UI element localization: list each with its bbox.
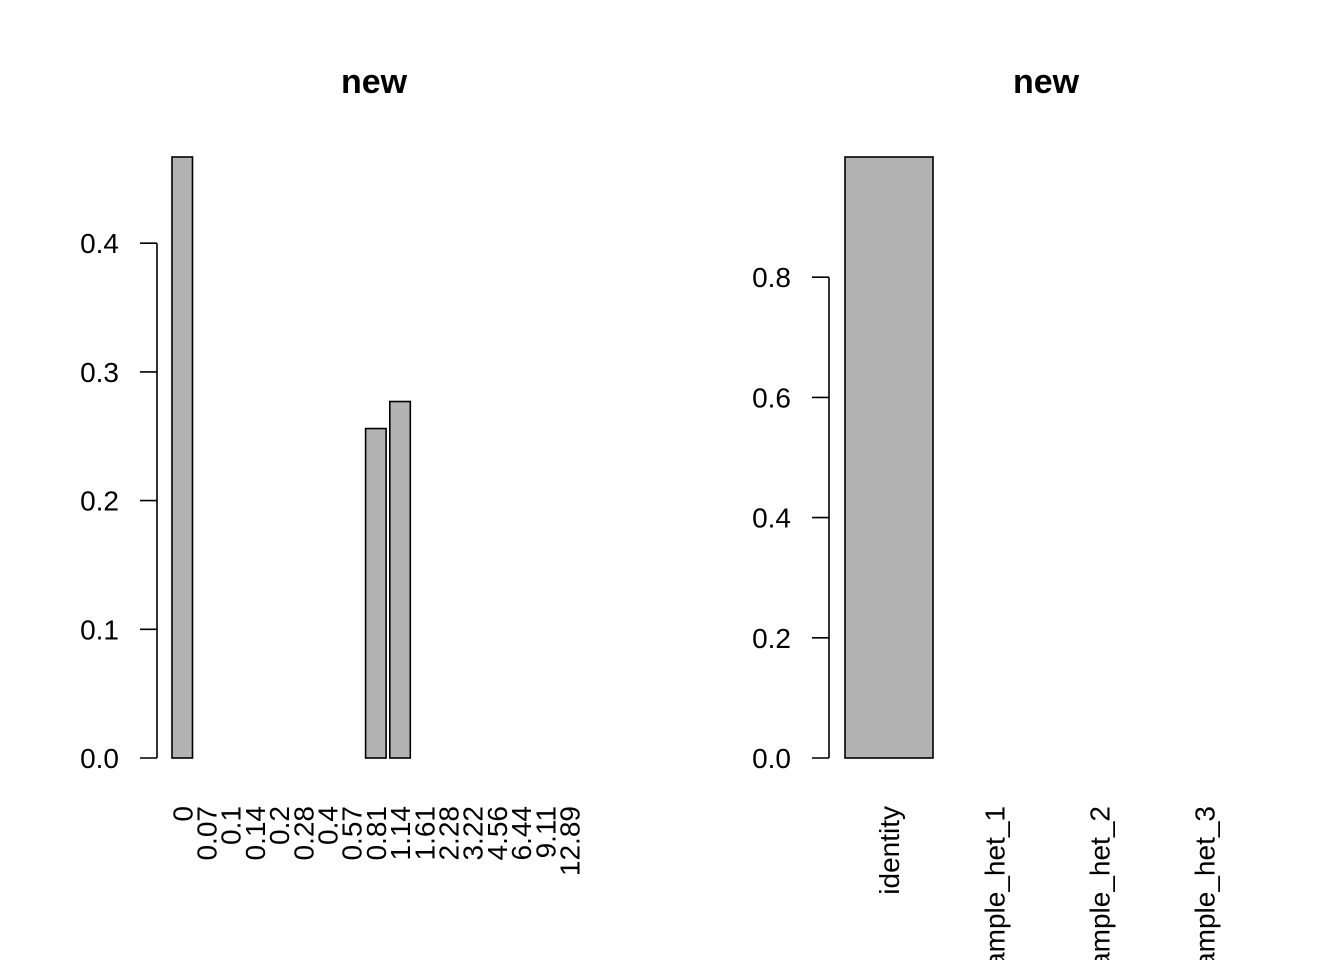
x-tick-label: 3.22	[458, 806, 489, 861]
x-tick-label: 0.4	[313, 806, 344, 845]
bar-series	[844, 156, 934, 759]
chart-title: new	[341, 63, 408, 101]
x-tick-label: 12.89	[555, 806, 586, 876]
y-tick-label: 0.1	[80, 614, 119, 645]
x-tick-label: 2.28	[434, 806, 465, 861]
y-axis: 0.0 0.2 0.4 0.6 0.8	[752, 262, 830, 774]
y-tick-label: 0.6	[752, 382, 791, 413]
y-tick-label: 0.4	[752, 503, 791, 534]
x-tick-labels: 00.070.10.140.20.280.40.570.811.141.612.…	[167, 806, 585, 876]
bar-series	[171, 156, 412, 759]
x-tick-label: 0.57	[337, 806, 368, 861]
x-tick-label: 0.14	[240, 806, 271, 861]
y-tick-label: 0.3	[80, 357, 119, 388]
y-tick-label: 0.0	[80, 743, 119, 774]
x-tick-label: sample_het_2	[1084, 806, 1115, 960]
x-tick-label: 0.07	[192, 806, 223, 861]
x-tick-label: sample_het_1	[979, 806, 1010, 960]
x-tick-label: 6.44	[506, 806, 537, 861]
x-tick-label: 1.61	[409, 806, 440, 861]
chart-title: new	[1013, 63, 1080, 101]
chart-panel-right: new 0.0 0.2 0.4 0.6 0.8 identity sample_het_1…	[752, 63, 1221, 960]
x-tick-label: identity	[874, 806, 905, 895]
x-tick-label: 0.28	[288, 806, 319, 861]
x-tick-label: 0.1	[216, 806, 247, 845]
y-tick-label: 0.0	[752, 743, 791, 774]
x-tick-label: sample_het_3	[1190, 806, 1221, 960]
bar	[364, 427, 387, 759]
x-tick-label: 9.11	[530, 806, 561, 858]
x-tick-label: 4.56	[482, 806, 513, 861]
x-tick-label: 1.14	[385, 806, 416, 861]
x-tick-label: 0.81	[361, 806, 392, 861]
x-tick-labels: identity sample_het_1 sample_het_2 sample_h…	[874, 806, 1221, 960]
y-axis: 0.0 0.1 0.2 0.3 0.4	[80, 228, 158, 774]
y-tick-label: 0.4	[80, 228, 119, 259]
bar	[844, 156, 934, 759]
x-tick-label: 0.2	[264, 806, 295, 845]
y-tick-label: 0.2	[752, 623, 791, 654]
bar	[171, 156, 194, 759]
y-tick-label: 0.8	[752, 262, 791, 293]
x-tick-label: 0	[167, 806, 198, 822]
chart-panel-left: new 0.00.10.20.30.4 00.070.10.140.20.280…	[80, 63, 585, 876]
y-tick-label: 0.2	[80, 486, 119, 517]
bar	[388, 400, 412, 759]
